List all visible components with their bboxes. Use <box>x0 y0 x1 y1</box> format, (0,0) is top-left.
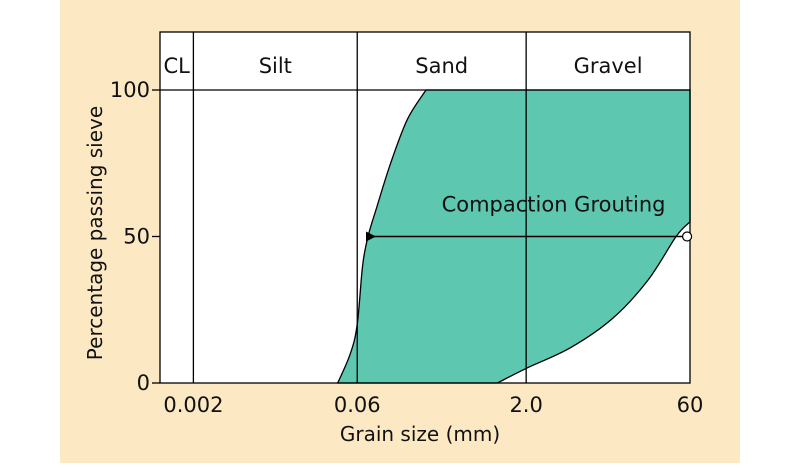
y-tick-label: 50 <box>123 225 150 249</box>
x-tick-label: 60 <box>677 393 704 417</box>
x-axis-label: Grain size (mm) <box>340 422 500 446</box>
y-axis-label: Percentage passing sieve <box>83 106 107 360</box>
band-label-silt: Silt <box>259 54 292 78</box>
annotation-start-marker <box>682 231 693 242</box>
band-label-gravel: Gravel <box>574 54 643 78</box>
y-tick-label: 100 <box>110 78 150 102</box>
band-label-sand: Sand <box>415 54 468 78</box>
band-label-cl: CL <box>164 54 191 78</box>
x-tick-label: 2.0 <box>509 393 542 417</box>
y-tick-label: 0 <box>137 371 150 395</box>
x-tick-label: 0.002 <box>163 393 223 417</box>
annotation-label: Compaction Grouting <box>442 193 666 217</box>
x-tick-label: 0.06 <box>334 393 381 417</box>
plot-frame <box>159 31 691 384</box>
